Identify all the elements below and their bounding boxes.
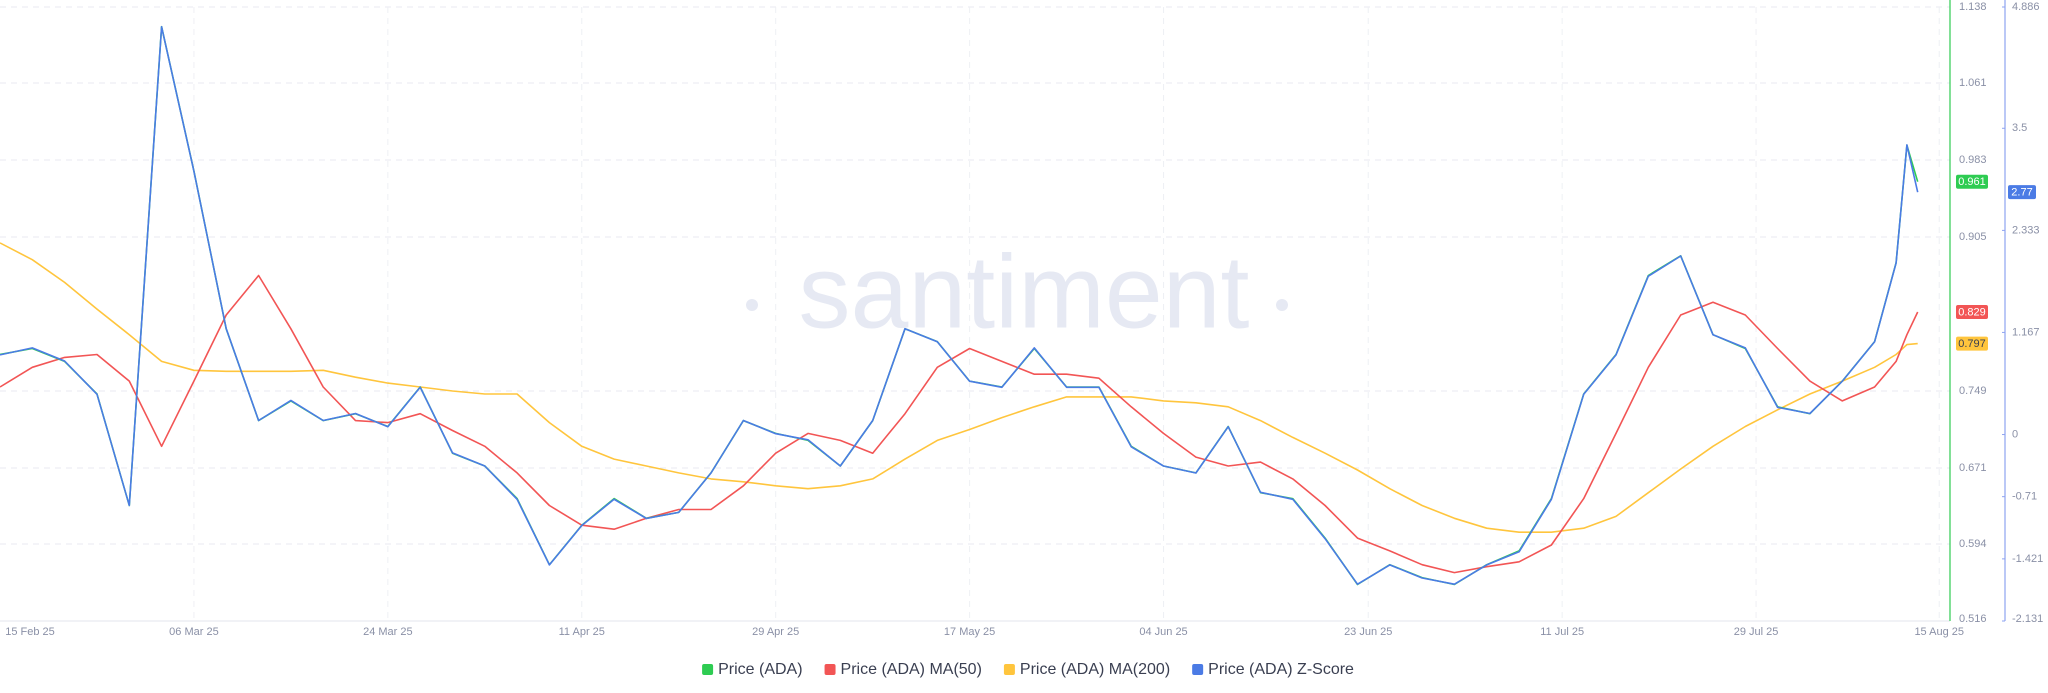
y2-tick-label: 1.167	[2012, 326, 2040, 338]
y-tick-label: 0.983	[1959, 154, 1987, 166]
value-tag-box	[1956, 174, 1988, 189]
value-tag: 0.961	[1956, 174, 1988, 189]
y-tick-label: 1.138	[1959, 1, 1987, 13]
value-tag-box	[1956, 336, 1988, 351]
legend-label: Price (ADA) MA(200)	[1020, 661, 1170, 678]
watermark-text: santiment	[799, 234, 1250, 350]
series-line	[0, 242, 1918, 533]
x-tick-label: 24 Mar 25	[363, 626, 413, 638]
x-tick-label: 04 Jun 25	[1139, 626, 1187, 638]
plot	[0, 25, 1919, 586]
y2-tick-label: 2.333	[2012, 224, 2040, 236]
grid	[0, 6, 1950, 622]
x-tick-label: 06 Mar 25	[169, 626, 219, 638]
x-tick-label: 17 May 25	[944, 626, 995, 638]
watermark: santiment	[746, 234, 1288, 350]
y2-tick-label: -1.421	[2012, 553, 2043, 565]
legend-label: Price (ADA)	[718, 661, 802, 678]
legend-swatch	[824, 664, 836, 675]
x-tick-label: 11 Jul 25	[1540, 626, 1584, 638]
value-tag-box	[1956, 305, 1988, 320]
x-tick-label: 29 Jul 25	[1734, 626, 1779, 638]
x-tick-label: 23 Jun 25	[1344, 626, 1392, 638]
y2-tick-label: -0.71	[2012, 491, 2037, 503]
series-line	[0, 274, 1919, 574]
y-tick-label: 0.749	[1959, 385, 1987, 397]
legend-swatch	[1003, 664, 1015, 675]
legend-swatch	[1192, 664, 1204, 675]
value-tag: 2.77	[2008, 185, 2036, 200]
y2-tick-label: 0	[2012, 428, 2018, 440]
value-tag-label: 0.797	[1958, 338, 1986, 350]
value-tag-label: 0.961	[1958, 176, 1986, 188]
x-tick-label: 11 Apr 25	[559, 626, 605, 638]
y2-tick-label: -2.131	[2012, 613, 2043, 625]
watermark-dot	[1276, 299, 1288, 311]
y-tick-label: 0.516	[1959, 613, 1987, 625]
y2-tick-label: 3.5	[2012, 122, 2027, 134]
x-tick-label: 15 Feb 25	[5, 626, 55, 638]
y-tick-label: 0.594	[1959, 538, 1987, 550]
value-tag-label: 2.77	[2011, 187, 2032, 199]
y-tick-label: 0.671	[1959, 462, 1987, 474]
legend-label: Price (ADA) Z-Score	[1208, 661, 1354, 678]
x-tick-label: 15 Aug 25	[1914, 626, 1964, 638]
value-tag: 0.797	[1956, 336, 1988, 351]
y-tick-label: 0.905	[1959, 231, 1987, 243]
x-tick-label: 29 Apr 25	[752, 626, 799, 638]
y2-tick-label: 4.886	[2012, 1, 2040, 13]
value-tag-label: 0.829	[1958, 306, 1986, 318]
series-line	[0, 26, 1919, 585]
value-tag-box	[2008, 185, 2036, 200]
legend-label: Price (ADA) MA(50)	[841, 661, 982, 678]
watermark-dot	[746, 299, 758, 311]
legend-swatch	[702, 664, 714, 675]
value-tag: 0.829	[1956, 305, 1988, 320]
y-tick-label: 1.061	[1959, 77, 1987, 89]
legend: Price (ADA) Price (ADA) MA(50) Price (ADA)…	[702, 661, 1354, 678]
